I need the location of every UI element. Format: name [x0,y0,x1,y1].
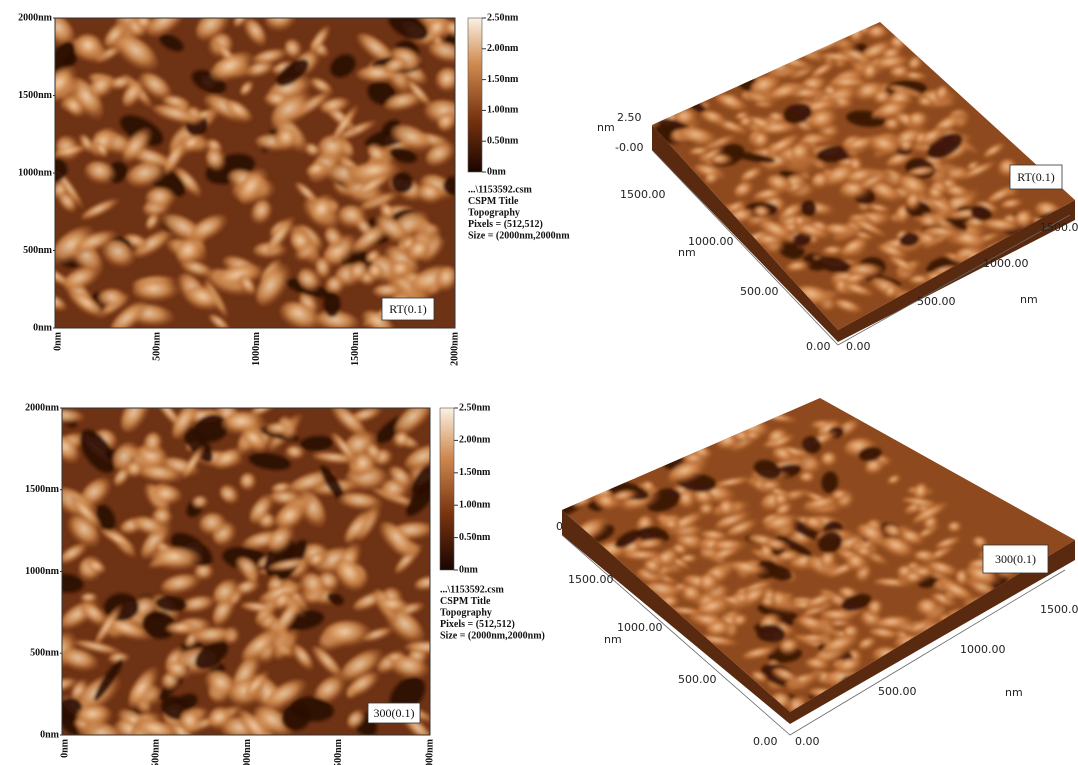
colorbar-label: 1.50nm [459,467,491,478]
axis-unit: nm [678,246,696,259]
y-tick-label: 1000nm [18,167,53,178]
x-tick-label: 500nm [333,738,344,765]
colorbar-label: 2.50nm [487,12,519,23]
axis-label: 0.00 [795,735,820,748]
info-line: ...\1153592.csm [468,184,533,195]
y-tick-label: 1500nm [25,484,60,495]
y-tick-label: 2000nm [25,402,60,413]
colorbar-label: 0.50nm [487,135,519,146]
axis-label: 2.50 [617,111,642,124]
colorbar [440,408,454,570]
colorbar-label: 2.00nm [487,43,519,54]
y-tick-label: 500nm [30,648,60,659]
colorbar-label: 0.50nm [459,532,491,543]
grain [905,572,926,585]
colorbar-label: 0nm [487,166,507,177]
y-tick-label: 2000nm [18,12,53,23]
x-tick-label: 2000nm [449,331,460,366]
axis-label: 1500.00 [1040,603,1078,616]
info-line: Size = (2000nm,2000nm [468,230,570,241]
x-tick-label: 1000nm [251,331,262,366]
x-tick-label: 1500nm [350,331,361,366]
x-tick-label: 500nm [152,331,163,361]
axis-label: 0.00 [806,340,831,353]
axis-unit: nm [597,121,615,134]
axis-unit: nm [1005,686,1023,699]
y-tick-label: 0nm [40,729,60,740]
axis-label: 500.00 [678,673,717,686]
axis-label: 500.00 [740,285,779,298]
x-tick-label: 000nm [242,738,253,765]
surface-texture [651,21,1069,320]
axis-label: -0.00 [615,141,643,154]
grain [963,622,982,636]
colorbar [468,18,482,172]
grain [133,280,180,302]
info-line: Topography [468,207,520,218]
info-line: Size = (2000nm,2000nm) [440,630,545,641]
image-label: 300(0.1) [374,706,415,720]
colorbar-label: 0nm [459,564,479,575]
x-tick-label: 000nm [424,738,435,765]
axis-label: 1000.00 [617,621,663,634]
colorbar-label: 2.50nm [459,402,491,413]
image-label: RT(0.1) [1017,170,1055,184]
x-tick-label: 0nm [59,738,70,758]
axis-label: 1500.00 [568,573,614,586]
axis-label: 1500.00 [620,188,666,201]
info-line: ...\1153592.csm [440,584,505,595]
info-line: CSPM Title [468,196,519,207]
axis-label: 1000.00 [983,257,1029,270]
x-tick-label: 0nm [52,331,63,351]
colorbar-label: 2.00nm [459,435,491,446]
colorbar-label: 1.00nm [487,105,519,116]
axis-label: 500.00 [917,295,956,308]
axis-label: 0.00 [846,340,871,353]
colorbar-label: 1.50nm [487,74,519,85]
y-tick-label: 1500nm [18,90,53,101]
axis-label: 1000.00 [960,643,1006,656]
colorbar-label: 1.00nm [459,499,491,510]
x-tick-label: 500nm [151,738,162,765]
axis-unit: nm [1020,293,1038,306]
info-line: CSPM Title [440,596,491,607]
info-line: Topography [440,607,492,618]
grain [799,472,817,484]
y-tick-label: 0nm [33,322,53,333]
figure: 2000nm1500nm1000nm500nm0nm0nm500nm1000nm… [0,0,1078,765]
y-tick-label: 500nm [23,245,53,256]
axis-unit: nm [604,633,622,646]
info-line: Pixels = (512,512) [468,219,543,230]
y-tick-label: 1000nm [25,566,60,577]
axis-label: 0 [556,520,563,533]
info-line: Pixels = (512,512) [440,619,515,630]
image-label: 300(0.1) [995,552,1036,566]
image-label: RT(0.1) [389,302,427,316]
axis-label: 1500.00 [1040,221,1078,234]
axis-label: 0.00 [753,735,778,748]
axis-label: 500.00 [878,685,917,698]
grain [867,25,891,41]
